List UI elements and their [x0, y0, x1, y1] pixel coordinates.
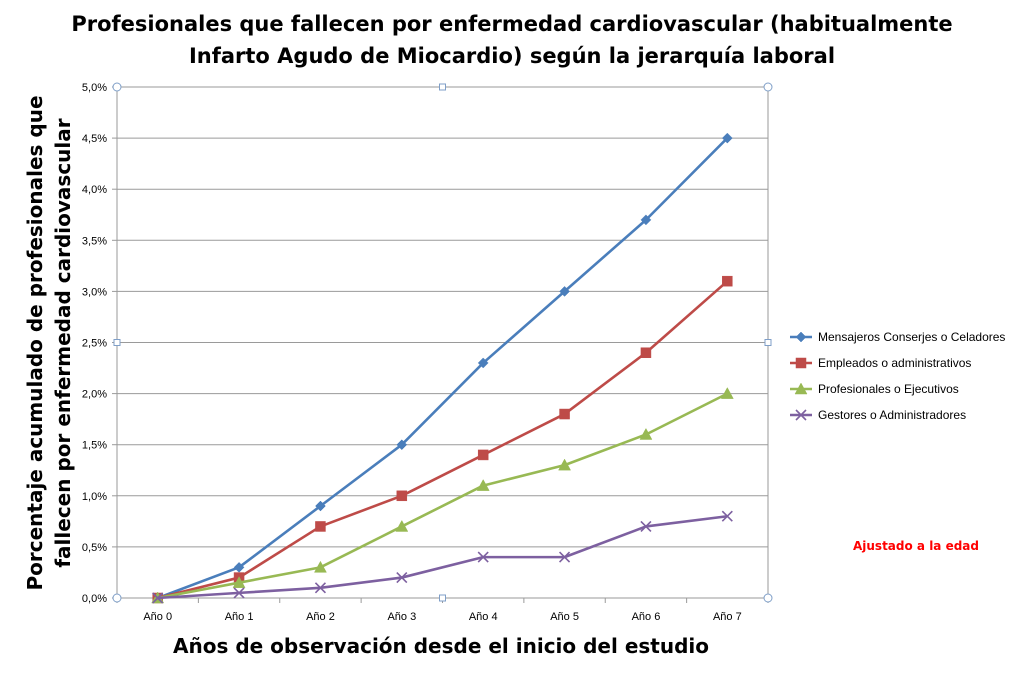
data-point — [396, 439, 408, 451]
data-point — [476, 479, 490, 491]
data-point — [640, 214, 652, 226]
data-point — [559, 286, 570, 297]
y-axis-label-line-2: fallecen por enfermedad cardiovascular — [51, 118, 75, 567]
x-tick-label: Año 3 — [387, 611, 416, 623]
data-point — [559, 408, 570, 420]
y-tick-label: 4,5% — [82, 133, 107, 145]
y-tick-label: 2,5% — [82, 338, 107, 350]
x-axis-ticks: Año 0 Año 1 Año 2 Año 3 Año 4 Año 5 Año 6 Año 7 — [116, 598, 769, 623]
series-line — [157, 392, 728, 600]
legend-swatch-marker — [795, 409, 807, 421]
x-tick-label: Año 2 — [306, 611, 335, 623]
annotation-ajustado: Ajustado a la edad — [853, 539, 979, 553]
series-3 — [151, 387, 734, 604]
legend-swatch-marker — [795, 357, 807, 369]
selection-handle-corner — [763, 593, 773, 603]
data-point — [558, 458, 571, 471]
y-tick-label: 0,5% — [82, 542, 107, 554]
data-point — [152, 592, 164, 604]
data-point — [233, 587, 245, 599]
series-line — [157, 280, 729, 600]
data-point — [477, 449, 489, 461]
legend: Mensajeros Conserjes o Celadores Empleado… — [790, 330, 1005, 422]
selection-handles — [112, 82, 773, 603]
x-tick-label: Año 4 — [469, 611, 498, 623]
legend-item-2: Empleados o administrativos — [790, 356, 971, 370]
x-tick-label: Año 6 — [632, 611, 661, 623]
data-point — [721, 510, 733, 522]
data-point — [722, 275, 733, 287]
selection-handle-edge — [439, 83, 446, 91]
legend-swatch-marker — [795, 331, 807, 343]
x-tick-label: Año 5 — [550, 611, 579, 623]
x-tick-label: Año 7 — [713, 611, 742, 623]
selection-handle-edge — [439, 594, 446, 602]
selection-handle-edge — [764, 339, 772, 346]
data-point — [721, 132, 733, 144]
selection-handle-corner — [112, 82, 122, 92]
legend-label: Gestores o Administradores — [818, 408, 966, 422]
data-point — [315, 500, 326, 512]
series-line — [157, 137, 729, 600]
legend-item-4: Gestores o Administradores — [790, 408, 966, 422]
data-point — [639, 427, 653, 440]
chart-title-line-2: Infarto Agudo de Miocardio) según la jer… — [189, 44, 835, 68]
chart-title-line-1: Profesionales que fallecen por enfermeda… — [71, 12, 952, 36]
data-point — [477, 551, 489, 563]
data-point — [315, 521, 326, 532]
data-point — [395, 519, 409, 532]
data-point — [558, 551, 571, 563]
data-point — [396, 490, 408, 502]
selection-handle-corner — [763, 82, 773, 92]
data-point — [314, 560, 327, 573]
legend-label: Profesionales o Ejecutivos — [818, 382, 959, 396]
series-2 — [152, 275, 733, 604]
y-tick-label: 3,0% — [82, 286, 107, 298]
data-point — [314, 582, 327, 594]
legend-item-1: Mensajeros Conserjes o Celadores — [790, 330, 1005, 344]
plot-area — [116, 86, 769, 599]
y-tick-label: 3,5% — [82, 235, 107, 247]
data-point — [720, 387, 734, 399]
legend-label: Mensajeros Conserjes o Celadores — [818, 330, 1005, 344]
y-tick-label: 0,0% — [82, 593, 107, 605]
x-axis-label: Años de observación desde el inicio del … — [173, 634, 709, 658]
data-point — [477, 357, 489, 369]
legend-swatch-marker — [794, 382, 808, 395]
selection-handle-corner — [112, 593, 122, 603]
legend-item-3: Profesionales o Ejecutivos — [790, 382, 959, 396]
y-tick-label: 4,0% — [82, 184, 107, 196]
y-axis-label: Porcentaje acumulado de profesionales qu… — [23, 95, 75, 590]
y-tick-label: 2,0% — [82, 389, 107, 401]
x-tick-label: Año 1 — [225, 611, 254, 623]
y-axis-label-line-1: Porcentaje acumulado de profesionales qu… — [23, 95, 47, 590]
y-tick-label: 1,5% — [82, 440, 107, 452]
series-lines — [151, 132, 734, 604]
y-tick-label: 5,0% — [82, 82, 107, 94]
series-line — [157, 514, 728, 600]
x-tick-label: Año 0 — [143, 611, 172, 623]
data-point — [232, 576, 246, 588]
data-point — [396, 571, 408, 584]
data-point — [640, 347, 652, 358]
selection-handle-edge — [113, 339, 121, 346]
y-axis-ticks: 0,0% 0,5% 1,0% 1,5% 2,0% 2,5% 3,0% 3,5% 4,0% 4,5%… — [82, 82, 117, 605]
y-tick-label: 1,0% — [82, 491, 107, 503]
series-4 — [152, 510, 733, 604]
data-point — [640, 520, 652, 533]
legend-label: Empleados o administrativos — [818, 356, 971, 370]
